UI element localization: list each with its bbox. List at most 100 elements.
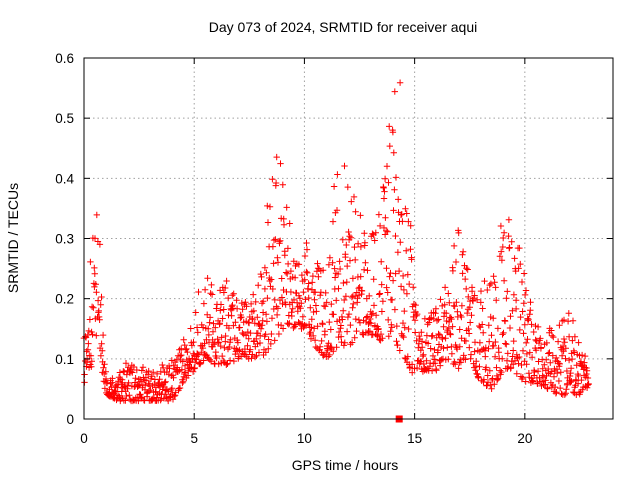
data-point xyxy=(390,207,397,214)
data-point xyxy=(312,302,320,309)
data-point xyxy=(388,296,396,304)
data-point xyxy=(216,287,224,294)
data-point xyxy=(265,336,272,343)
data-point xyxy=(378,281,385,288)
data-point xyxy=(351,243,358,251)
data-point xyxy=(255,282,262,289)
data-point xyxy=(315,273,322,280)
data-point xyxy=(129,369,136,376)
data-point xyxy=(247,346,254,353)
data-point xyxy=(85,340,92,347)
data-point xyxy=(522,287,530,294)
data-point xyxy=(206,356,213,363)
data-point xyxy=(379,335,386,342)
data-point xyxy=(120,368,127,375)
data-point xyxy=(443,310,450,317)
data-point xyxy=(245,319,253,327)
data-point xyxy=(481,277,488,285)
data-point xyxy=(556,360,563,368)
data-point xyxy=(345,228,352,236)
data-point xyxy=(300,288,307,296)
data-point xyxy=(490,342,497,349)
y-axis-label: SRMTID / TECUs xyxy=(5,183,21,293)
data-point xyxy=(456,343,463,350)
data-point xyxy=(334,270,342,278)
data-point xyxy=(122,360,130,367)
data-point xyxy=(204,275,211,282)
data-point xyxy=(542,377,549,384)
data-point xyxy=(498,248,505,255)
data-point xyxy=(584,381,591,389)
data-point xyxy=(347,341,354,348)
data-point xyxy=(130,363,138,371)
data-point xyxy=(287,288,295,296)
data-point xyxy=(396,79,404,86)
data-point xyxy=(296,295,304,302)
data-point xyxy=(274,259,282,266)
data-point xyxy=(495,349,502,356)
data-point xyxy=(574,380,582,387)
data-point xyxy=(329,218,337,225)
data-point xyxy=(342,253,349,261)
data-point xyxy=(138,378,145,385)
data-point xyxy=(90,304,97,311)
data-point xyxy=(442,335,449,342)
data-point xyxy=(251,353,259,361)
data-point xyxy=(225,294,232,302)
data-point xyxy=(329,259,336,266)
data-point xyxy=(337,322,345,329)
data-point xyxy=(269,285,276,293)
data-point xyxy=(556,322,563,329)
data-point xyxy=(571,333,579,340)
data-point xyxy=(333,297,340,304)
data-point xyxy=(463,285,470,293)
data-point xyxy=(280,221,288,228)
data-point xyxy=(209,328,217,335)
data-point xyxy=(433,367,440,374)
data-point xyxy=(463,265,470,272)
data-point xyxy=(307,329,314,336)
data-point xyxy=(512,297,520,304)
data-point xyxy=(200,300,208,307)
data-point xyxy=(247,300,255,308)
data-point xyxy=(397,239,404,246)
data-point xyxy=(349,304,356,311)
data-point xyxy=(388,324,395,331)
data-point xyxy=(280,215,287,223)
data-point xyxy=(567,365,575,372)
data-point xyxy=(93,211,100,219)
data-point xyxy=(343,241,350,249)
data-point xyxy=(195,351,202,359)
data-point xyxy=(266,277,273,285)
data-point xyxy=(379,298,387,305)
data-point xyxy=(206,314,214,321)
data-point xyxy=(191,365,198,372)
data-point xyxy=(223,277,230,285)
data-point xyxy=(239,350,247,357)
data-point xyxy=(336,265,344,273)
data-point xyxy=(214,339,222,347)
data-point xyxy=(190,338,197,346)
data-point xyxy=(487,381,494,389)
data-point xyxy=(480,329,487,336)
data-point xyxy=(414,310,421,318)
data-point xyxy=(227,336,234,343)
data-point xyxy=(401,354,409,362)
data-point xyxy=(561,339,568,346)
data-point xyxy=(471,292,478,299)
data-point xyxy=(497,222,505,230)
data-point xyxy=(492,338,499,346)
y-tick-label: 0.1 xyxy=(55,352,74,367)
data-point xyxy=(503,341,510,348)
data-point xyxy=(353,327,360,335)
data-point xyxy=(330,183,338,190)
data-point xyxy=(229,292,236,299)
data-point xyxy=(125,379,132,387)
data-point xyxy=(188,342,196,349)
data-point xyxy=(557,384,564,392)
data-point xyxy=(491,381,498,388)
data-point xyxy=(168,385,176,392)
data-point xyxy=(493,364,500,371)
data-point xyxy=(314,260,321,267)
data-point xyxy=(334,171,341,178)
